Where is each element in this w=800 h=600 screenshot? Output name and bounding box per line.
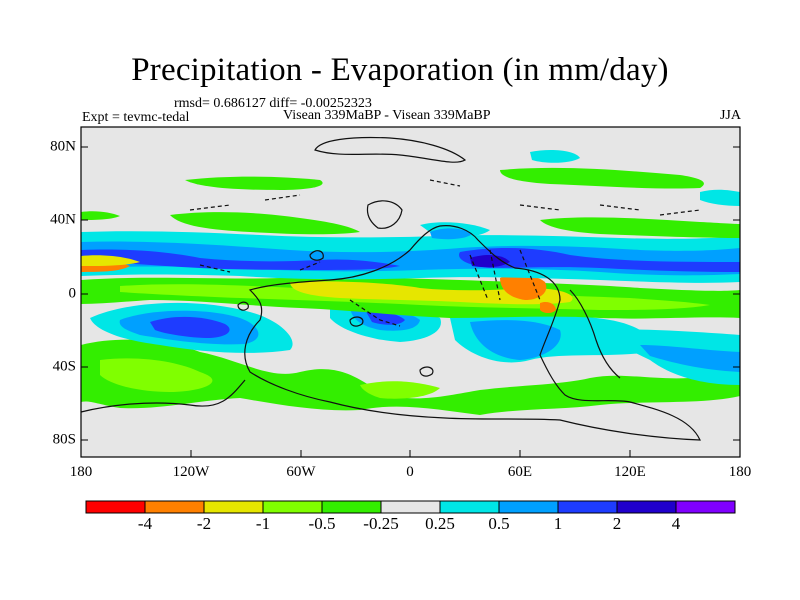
colorbar-label: 1 <box>553 514 563 533</box>
colorbar-box <box>321 500 382 514</box>
colorbar-label: 2 <box>612 514 622 533</box>
y-tick-label: 0 <box>68 285 77 302</box>
southern-green-band <box>81 339 740 415</box>
y-tick-label: 80S <box>52 431 76 448</box>
itcz-purple-core <box>470 255 510 268</box>
x-tick-label: 60W <box>286 464 316 480</box>
y-tick-label: 80N <box>50 138 76 155</box>
arctic-green-band-east <box>500 167 704 189</box>
southern-coast-outline <box>80 379 246 413</box>
south-indian-blue-2 <box>640 345 740 372</box>
main-continent-outline <box>244 225 701 441</box>
south-indian-blue <box>470 320 561 360</box>
colorbar-box <box>439 500 500 514</box>
north-atlantic-blue <box>430 228 472 240</box>
x-tick-label: 180 <box>69 464 93 480</box>
colorbar-box <box>262 500 323 514</box>
south-pacific-darkblue <box>150 316 230 338</box>
x-tick-label: 180 <box>728 464 752 480</box>
colorbar-label: -4 <box>137 514 153 533</box>
itcz-darkblue-band <box>81 249 400 270</box>
colorbar-label: -0.5 <box>308 514 336 533</box>
colorbar-label: 0.5 <box>488 514 510 533</box>
experiment-label: Expt = tevmc-tedal <box>82 110 190 125</box>
y-tick-label: 40N <box>50 211 76 228</box>
colorbar-box <box>85 500 146 514</box>
x-tick-label: 60E <box>507 464 533 480</box>
stats-text: rmsd= 0.686127 diff= -0.00252323 <box>174 96 372 111</box>
polar-continent-outline <box>314 136 467 163</box>
colorbar-boxes <box>85 500 736 514</box>
northern-green-band <box>170 212 360 235</box>
x-tick-label: 120W <box>172 464 210 480</box>
northern-island-outline <box>366 200 403 229</box>
south-atlantic-darkblue <box>365 310 405 325</box>
northern-green-band-east <box>540 217 740 238</box>
y-tick-label: 40S <box>52 358 76 375</box>
equatorial-yellow-band <box>290 281 573 305</box>
x-tick-label: 120E <box>614 464 646 480</box>
colorbar-label: -2 <box>196 514 212 533</box>
colorbar-label: -1 <box>255 514 271 533</box>
equatorial-orange-patch <box>500 274 547 300</box>
eastern-island-outline <box>569 289 621 379</box>
axis-ticks <box>80 146 741 457</box>
colorbar-box <box>557 500 618 514</box>
comparison-label: Visean 339MaBP - Visean 339MaBP <box>283 108 491 123</box>
arctic-cyan-patch-2 <box>700 189 740 206</box>
itcz-yellow-west <box>81 255 140 266</box>
x-tick-label: 0 <box>406 464 414 480</box>
colorbar-box <box>144 500 205 514</box>
arctic-cyan-patch <box>530 150 580 163</box>
colorbar-box <box>380 500 441 514</box>
archipelago-outline <box>189 179 701 327</box>
equatorial-orange-patch-2 <box>540 301 556 313</box>
colorbar-box <box>203 500 264 514</box>
colorbar-box <box>616 500 677 514</box>
southern-lightgreen-band <box>100 358 213 392</box>
colorbar-label: 0.25 <box>425 514 455 533</box>
northern-green-band-west <box>81 211 120 220</box>
southern-lightgreen-band-2 <box>360 381 440 399</box>
small-islands-outline <box>237 250 434 377</box>
itcz-darkblue-east <box>459 248 740 272</box>
arctic-green-band <box>185 176 323 190</box>
colorbar-label: 4 <box>671 514 681 533</box>
coastlines <box>80 136 701 441</box>
plot-title: Precipitation - Evaporation (in mm/day) <box>131 52 669 88</box>
colorbar-box <box>675 500 736 514</box>
colorbar-label: -0.25 <box>363 514 399 533</box>
season-label: JJA <box>719 108 741 123</box>
colorbar-box <box>498 500 559 514</box>
